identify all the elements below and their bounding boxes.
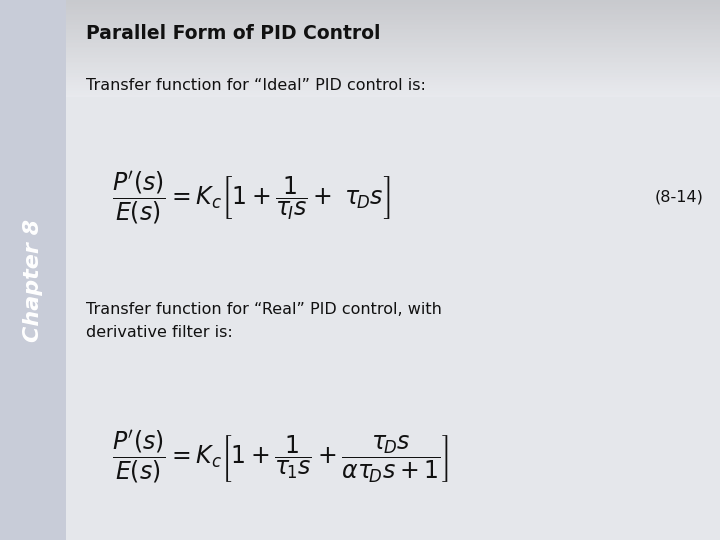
Text: (8-14): (8-14) [654,190,703,205]
Text: Transfer function for “Real” PID control, with
derivative filter is:: Transfer function for “Real” PID control… [86,302,442,340]
Text: $\dfrac{P'(s)}{E(s)} = K_c \left[1+\dfrac{1}{\tau_{\!1} s}+\dfrac{\tau_{\!D} s}{: $\dfrac{P'(s)}{E(s)} = K_c \left[1+\dfra… [112,428,449,485]
Text: Parallel Form of PID Control: Parallel Form of PID Control [86,24,380,43]
Text: Chapter 8: Chapter 8 [23,219,43,342]
Text: $\dfrac{P'(s)}{E(s)} = K_c \left[1+\dfrac{1}{\tau_{\!I} s}+\ \tau_{\!D} s\right]: $\dfrac{P'(s)}{E(s)} = K_c \left[1+\dfra… [112,168,390,226]
Text: Transfer function for “Ideal” PID control is:: Transfer function for “Ideal” PID contro… [86,78,426,93]
